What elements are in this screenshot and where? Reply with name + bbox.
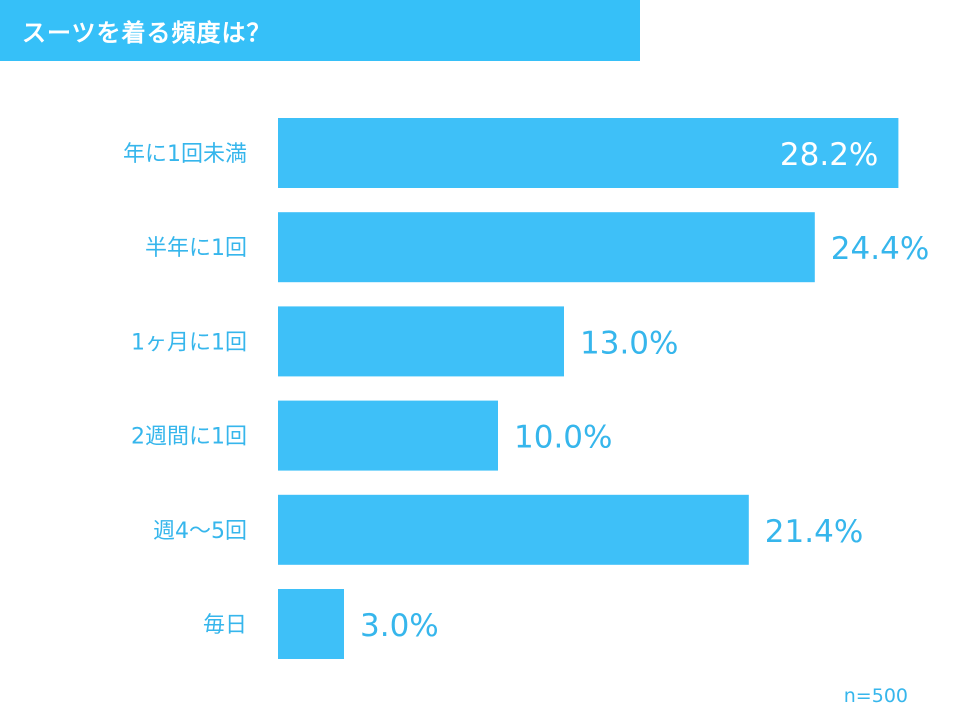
category-label: 半年に1回 — [145, 236, 247, 261]
data-label: 3.0% — [360, 608, 439, 644]
category-label: 毎日 — [203, 613, 247, 638]
category-label: 週4～5回 — [153, 519, 247, 544]
data-label: 13.0% — [580, 325, 678, 361]
data-label: 28.2% — [780, 137, 878, 173]
bar — [278, 306, 564, 377]
bar — [278, 212, 815, 283]
category-label: 年に1回未満 — [123, 142, 247, 167]
category-label: 2週間に1回 — [131, 425, 247, 450]
sample-size-note: n=500 — [843, 685, 908, 707]
bar — [278, 118, 899, 188]
data-label: 10.0% — [514, 420, 612, 456]
data-label: 21.4% — [765, 514, 863, 550]
bar — [278, 400, 498, 471]
title-bar: スーツを着る頻度は？ — [0, 0, 640, 61]
chart-title: スーツを着る頻度は？ — [22, 19, 272, 47]
bar — [278, 589, 344, 659]
category-label: 1ヶ月に1回 — [131, 330, 247, 355]
bar — [278, 494, 749, 565]
data-label: 24.4% — [831, 231, 929, 267]
